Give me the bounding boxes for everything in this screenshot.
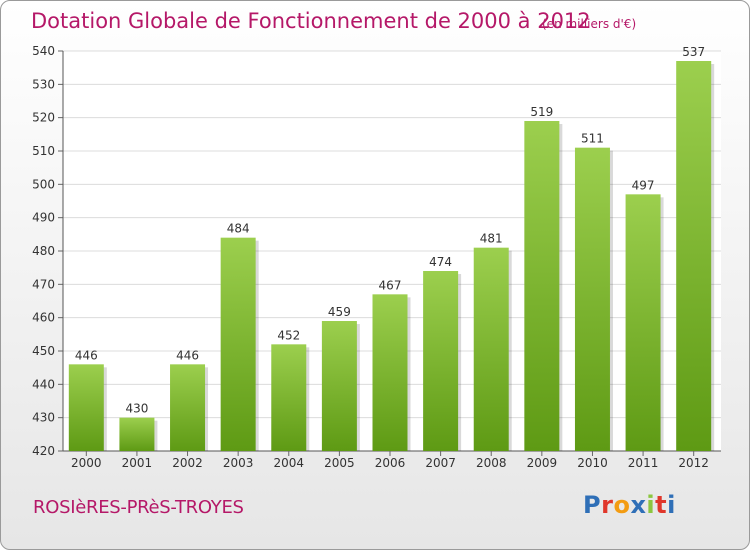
logo-letter: P (583, 491, 602, 519)
x-tick-label: 2002 (172, 456, 203, 470)
x-tick-label: 2010 (577, 456, 608, 470)
logo-letter: o (613, 491, 631, 519)
data-label: 497 (632, 178, 655, 192)
bar (423, 271, 459, 451)
data-label: 484 (227, 222, 250, 236)
y-tick-label: 440 (32, 377, 55, 391)
logo-letter: r (601, 491, 614, 519)
y-tick-label: 450 (32, 344, 55, 358)
bar (321, 321, 357, 451)
bar (574, 147, 610, 451)
x-tick-label: 2004 (273, 456, 304, 470)
data-label: 459 (328, 305, 351, 319)
logo-letter: i (646, 491, 656, 519)
y-tick-label: 480 (32, 244, 55, 258)
logo-letter: t (655, 491, 668, 519)
y-tick-label: 460 (32, 311, 55, 325)
y-tick-label: 470 (32, 277, 55, 291)
x-tick-label: 2008 (476, 456, 507, 470)
logo-letter: i (667, 491, 676, 519)
data-label: 519 (530, 105, 553, 119)
x-tick-label: 2000 (71, 456, 102, 470)
y-tick-label: 490 (32, 211, 55, 225)
y-tick-label: 520 (32, 111, 55, 125)
bar (676, 61, 712, 451)
x-tick-label: 2012 (678, 456, 709, 470)
bar (372, 294, 408, 451)
x-tick-label: 2001 (122, 456, 153, 470)
chart-title: Dotation Globale de Fonctionnement de 20… (31, 9, 591, 33)
bar (119, 417, 155, 451)
y-tick-label: 510 (32, 144, 55, 158)
x-tick-label: 2007 (425, 456, 456, 470)
data-label: 474 (429, 255, 452, 269)
bar (625, 194, 661, 452)
data-label: 481 (480, 232, 503, 246)
bar (220, 237, 256, 451)
bar (68, 364, 104, 451)
bar (524, 121, 560, 451)
bar (271, 344, 307, 451)
bar (170, 364, 206, 451)
y-tick-label: 430 (32, 411, 55, 425)
data-label: 537 (682, 45, 705, 59)
logo-letter: x (630, 491, 647, 519)
bar (473, 247, 509, 451)
y-tick-label: 420 (32, 444, 55, 458)
chart-subtitle: (en milliers d'€) (542, 17, 637, 31)
commune-name: ROSIèRES-PRèS-TROYES (33, 497, 244, 518)
y-tick-label: 540 (32, 44, 55, 58)
data-label: 446 (75, 348, 98, 362)
data-label: 430 (125, 402, 148, 416)
data-label: 446 (176, 348, 199, 362)
proxiti-logo: Proxiti (583, 491, 676, 519)
data-label: 511 (581, 132, 604, 146)
y-tick-label: 530 (32, 77, 55, 91)
data-label: 467 (379, 278, 402, 292)
x-tick-label: 2009 (527, 456, 558, 470)
y-tick-label: 500 (32, 177, 55, 191)
x-tick-label: 2006 (375, 456, 406, 470)
x-tick-label: 2011 (628, 456, 659, 470)
x-tick-label: 2005 (324, 456, 355, 470)
data-label: 452 (277, 328, 300, 342)
x-tick-label: 2003 (223, 456, 254, 470)
